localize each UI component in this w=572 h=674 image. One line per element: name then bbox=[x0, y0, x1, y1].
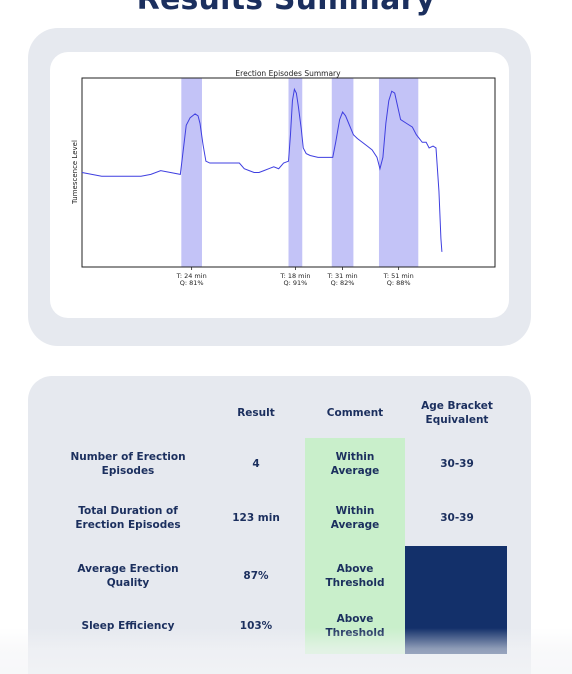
plot-frame bbox=[81, 77, 496, 268]
chart-title: Erection Episodes Summary bbox=[235, 69, 341, 78]
row-comment: Within Average bbox=[330, 504, 380, 531]
x-tick-label-time: T: 18 min bbox=[279, 272, 310, 280]
row-result: 87% bbox=[243, 569, 269, 582]
row-result: 123 min bbox=[232, 511, 280, 524]
x-tick-label-quality: Q: 81% bbox=[180, 279, 204, 287]
chart-panel: Erection Episodes Summary Tumescence Lev… bbox=[50, 52, 509, 318]
series-line bbox=[81, 87, 443, 252]
row-comment: Above Threshold bbox=[325, 562, 385, 589]
episode-band bbox=[331, 78, 354, 267]
comment-column-highlight bbox=[305, 438, 405, 654]
episode-band bbox=[181, 78, 202, 267]
x-tick-label-time: T: 24 min bbox=[176, 272, 207, 280]
episodes-chart: Erection Episodes Summary Tumescence Lev… bbox=[71, 69, 496, 287]
header-result: Result bbox=[237, 406, 275, 419]
x-tick-label-time: T: 51 min bbox=[383, 272, 414, 280]
row-age: 30-39 bbox=[440, 457, 474, 470]
row-age bbox=[410, 558, 504, 594]
x-tick-label-quality: Q: 88% bbox=[387, 279, 411, 287]
y-axis-label: Tumescence Level bbox=[71, 140, 79, 205]
row-age: 30-39 bbox=[440, 511, 474, 524]
row-label: Number of Erection Episodes bbox=[70, 450, 186, 477]
episode-band bbox=[378, 78, 419, 267]
header-age-bracket: Age Bracket Equivalent bbox=[421, 399, 493, 426]
row-comment: Within Average bbox=[330, 450, 380, 477]
page-title: Results Summary bbox=[0, 0, 572, 17]
episode-band bbox=[288, 78, 303, 267]
bottom-fade bbox=[0, 628, 572, 674]
row-label: Total Duration of Erection Episodes bbox=[75, 504, 181, 531]
x-tick-label-time: T: 31 min bbox=[327, 272, 358, 280]
x-tick-label-quality: Q: 82% bbox=[331, 279, 355, 287]
header-comment: Comment bbox=[326, 406, 384, 419]
row-result: 4 bbox=[252, 457, 260, 470]
x-tick-label-quality: Q: 91% bbox=[283, 279, 307, 287]
episode-bands bbox=[181, 78, 419, 267]
row-label: Average Erection Quality bbox=[77, 562, 179, 589]
